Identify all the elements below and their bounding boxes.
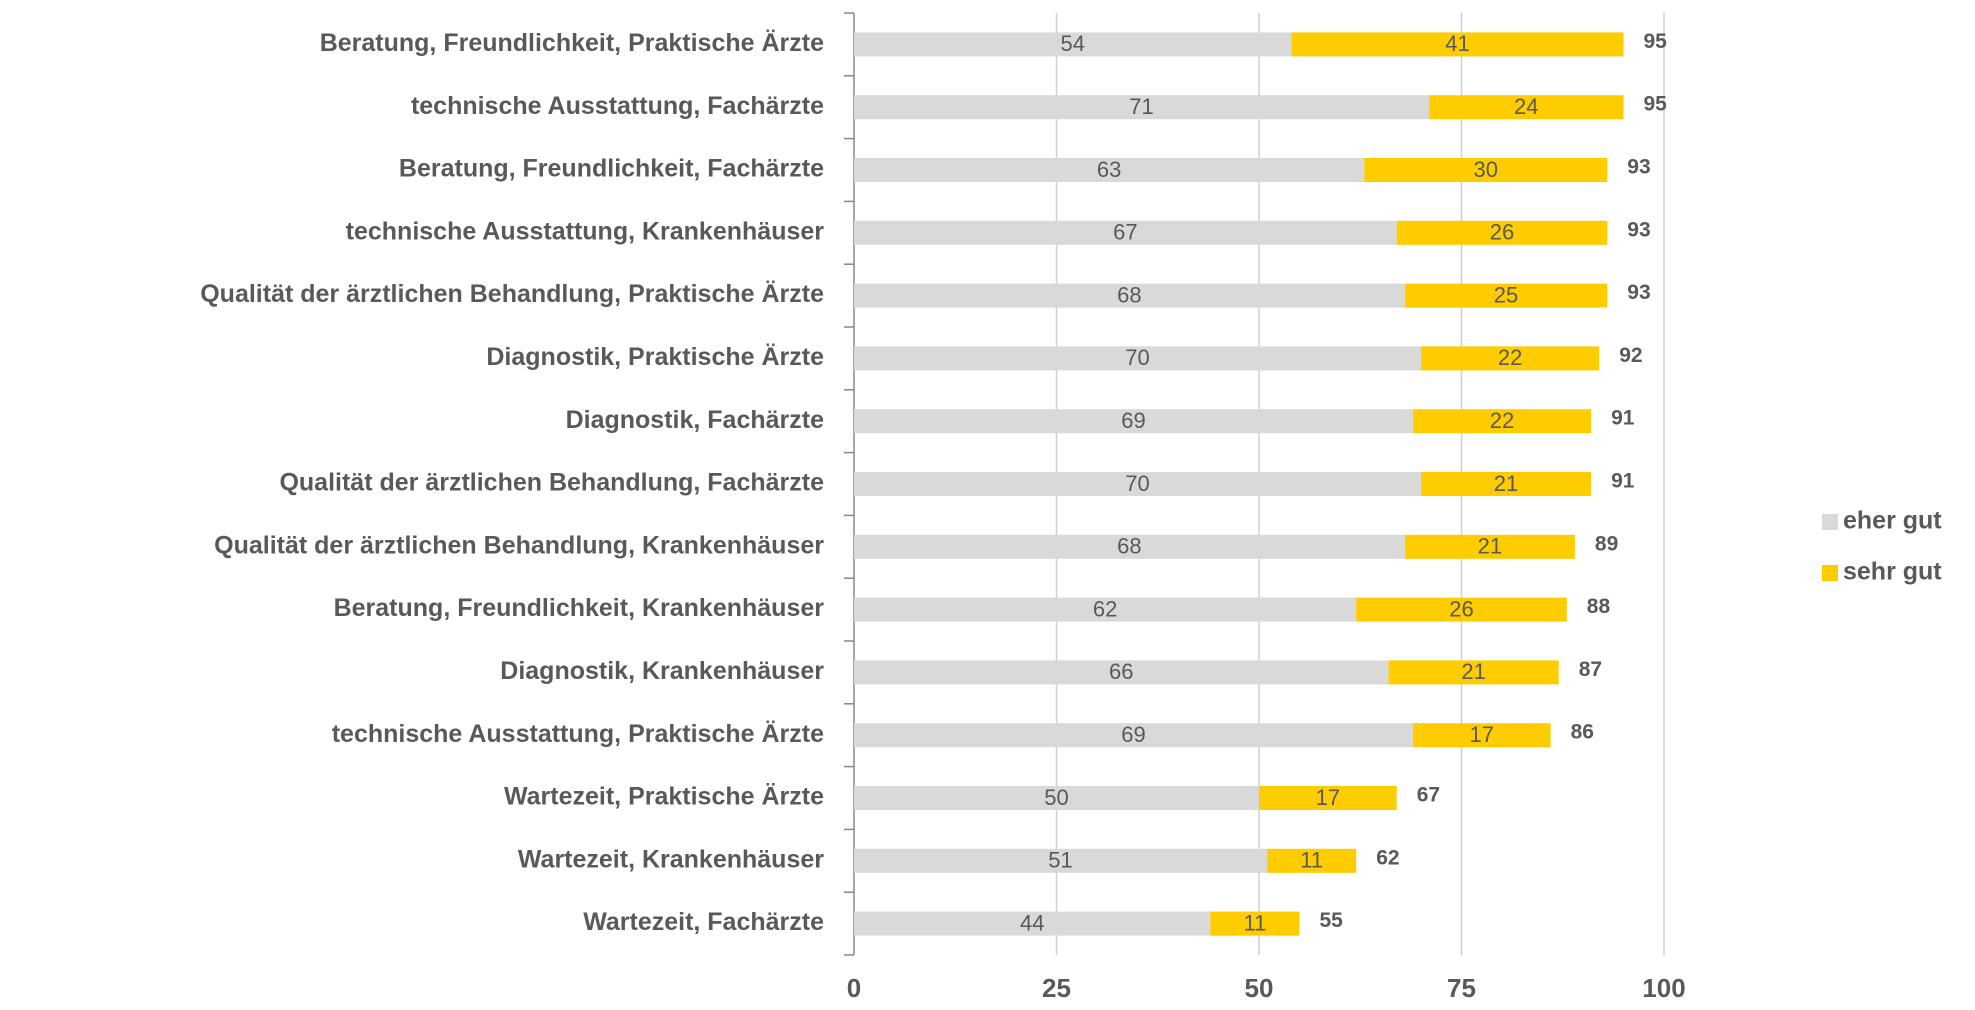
value-label: 21 <box>1494 471 1518 496</box>
category-label: Wartezeit, Praktische Ärzte <box>504 783 824 811</box>
value-label: 24 <box>1514 94 1538 119</box>
value-label: 21 <box>1461 659 1485 684</box>
total-label: 87 <box>1579 658 1602 681</box>
value-label: 70 <box>1125 345 1149 370</box>
total-label: 91 <box>1611 407 1635 430</box>
value-label: 41 <box>1445 31 1469 56</box>
value-label: 50 <box>1044 785 1068 810</box>
value-label: 17 <box>1470 722 1494 747</box>
value-label: 25 <box>1494 282 1518 307</box>
total-label: 67 <box>1417 784 1440 807</box>
value-label: 67 <box>1113 220 1137 245</box>
category-label: technische Ausstattung, Praktische Ärzte <box>332 720 824 748</box>
category-label: Wartezeit, Fachärzte <box>583 908 824 936</box>
total-label: 89 <box>1595 532 1618 555</box>
value-label: 30 <box>1474 157 1498 182</box>
value-label: 69 <box>1121 722 1145 747</box>
category-label: Qualität der ärztlichen Behandlung, Prak… <box>200 280 824 308</box>
total-label: 93 <box>1627 218 1650 241</box>
total-label: 93 <box>1627 281 1650 304</box>
total-label: 55 <box>1320 909 1344 932</box>
legend-swatch <box>1822 565 1838 581</box>
category-label: Diagnostik, Fachärzte <box>566 406 824 434</box>
value-label: 22 <box>1490 408 1514 433</box>
total-label: 62 <box>1376 846 1399 869</box>
value-label: 70 <box>1125 471 1149 496</box>
value-label: 62 <box>1093 596 1117 621</box>
total-label: 86 <box>1571 721 1594 744</box>
value-label: 68 <box>1117 534 1141 559</box>
category-label: Diagnostik, Praktische Ärzte <box>486 343 824 371</box>
value-label: 69 <box>1121 408 1145 433</box>
category-label: Qualität der ärztlichen Behandlung, Fach… <box>279 469 824 497</box>
value-label: 66 <box>1109 659 1133 684</box>
category-label: Diagnostik, Krankenhäuser <box>500 657 824 685</box>
value-label: 54 <box>1060 31 1084 56</box>
value-label: 68 <box>1117 282 1141 307</box>
x-tick-label: 100 <box>1642 973 1685 1003</box>
legend-label: eher gut <box>1843 507 1942 535</box>
x-tick-label: 0 <box>847 973 861 1003</box>
value-label: 26 <box>1490 220 1514 245</box>
category-label: Wartezeit, Krankenhäuser <box>518 845 824 873</box>
legend-swatch <box>1822 514 1838 530</box>
value-label: 63 <box>1097 157 1121 182</box>
category-label: Beratung, Freundlichkeit, Krankenhäuser <box>334 594 825 622</box>
total-label: 95 <box>1644 30 1668 53</box>
value-label: 11 <box>1244 910 1267 935</box>
legend-label: sehr gut <box>1843 558 1942 586</box>
total-label: 92 <box>1619 344 1642 367</box>
value-label: 11 <box>1300 848 1323 873</box>
value-label: 26 <box>1449 596 1473 621</box>
category-label: Qualität der ärztlichen Behandlung, Kran… <box>214 531 824 559</box>
total-label: 91 <box>1611 470 1635 493</box>
x-tick-label: 50 <box>1245 973 1274 1003</box>
x-tick-label: 25 <box>1042 973 1071 1003</box>
value-label: 21 <box>1478 534 1502 559</box>
chart: 0 25 50 75 100 Beratung, Freundlichkeit, Prak… <box>0 0 1975 1010</box>
value-label: 71 <box>1129 94 1153 119</box>
total-label: 88 <box>1587 595 1611 618</box>
value-label: 22 <box>1498 345 1522 370</box>
total-label: 95 <box>1644 93 1668 116</box>
category-label: technische Ausstattung, Krankenhäuser <box>346 217 825 245</box>
category-label: Beratung, Freundlichkeit, Fachärzte <box>399 155 824 183</box>
value-label: 17 <box>1316 785 1340 810</box>
x-tick-label: 75 <box>1447 973 1476 1003</box>
value-label: 44 <box>1020 910 1044 935</box>
category-label: technische Ausstattung, Fachärzte <box>411 92 824 120</box>
total-label: 93 <box>1627 156 1650 179</box>
value-label: 51 <box>1048 848 1072 873</box>
category-label: Beratung, Freundlichkeit, Praktische Ärz… <box>320 29 824 57</box>
